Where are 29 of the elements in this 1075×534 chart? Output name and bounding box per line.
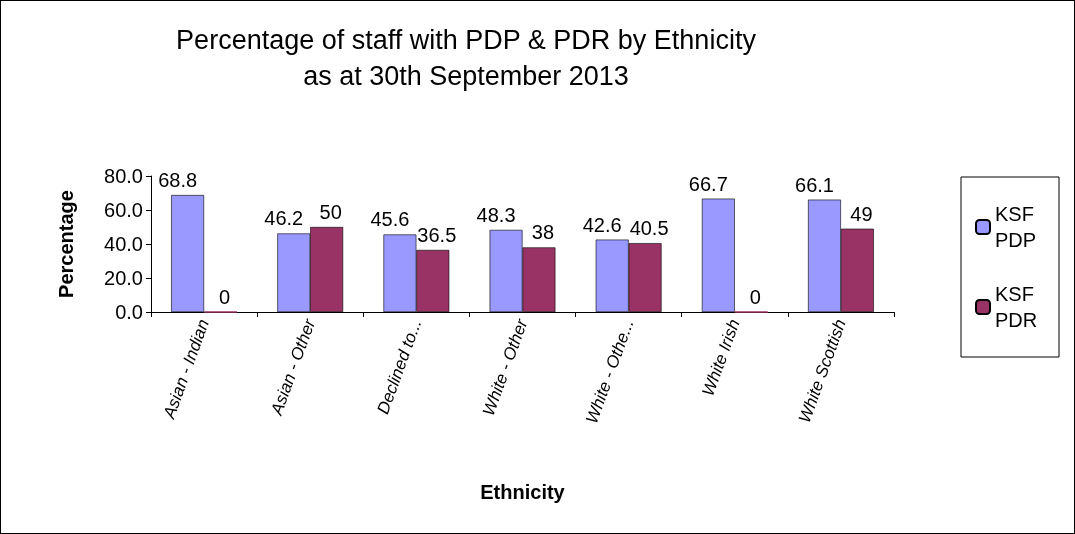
data-label: 0 [749, 285, 761, 308]
data-label: 42.6 [582, 213, 622, 236]
data-label: 40.5 [629, 217, 669, 240]
data-label: 45.6 [370, 208, 410, 231]
y-tick-label: 60.0 [104, 199, 143, 221]
data-label: 38 [531, 221, 555, 244]
data-label: 66.1 [795, 173, 834, 196]
x-tick-label: White Irish [698, 316, 744, 399]
y-tick-label: 80.0 [104, 165, 143, 187]
x-tick-label: Asian - Indian [159, 316, 213, 422]
data-label: 66.7 [688, 172, 728, 195]
y-tick-label: 0.0 [115, 301, 143, 323]
data-label: 36.5 [417, 223, 457, 246]
data-label: 49 [850, 202, 873, 225]
y-axis-title: Percentage [55, 190, 77, 298]
chart-title: Percentage of staff with PDP & PDR by Ethnicity as at 30th September 2013 [176, 25, 757, 91]
x-tick-label: White - Other [479, 315, 532, 419]
legend-label: KSF PDP [995, 203, 1040, 251]
y-tick-label: 20.0 [104, 267, 143, 289]
data-label: 50 [319, 201, 342, 223]
data-label: 0 [218, 285, 231, 308]
data-label: 68.8 [158, 169, 198, 192]
data-label: 46.2 [264, 207, 304, 230]
y-tick-label: 40.0 [104, 233, 143, 255]
x-tick-label: White - Othe... [582, 316, 638, 427]
x-tick-label: Asian - Other [266, 315, 320, 419]
legend-label: KSF PDR [995, 283, 1040, 331]
data-label: 48.3 [476, 203, 516, 226]
x-axis-title: Ethnicity [480, 481, 566, 503]
